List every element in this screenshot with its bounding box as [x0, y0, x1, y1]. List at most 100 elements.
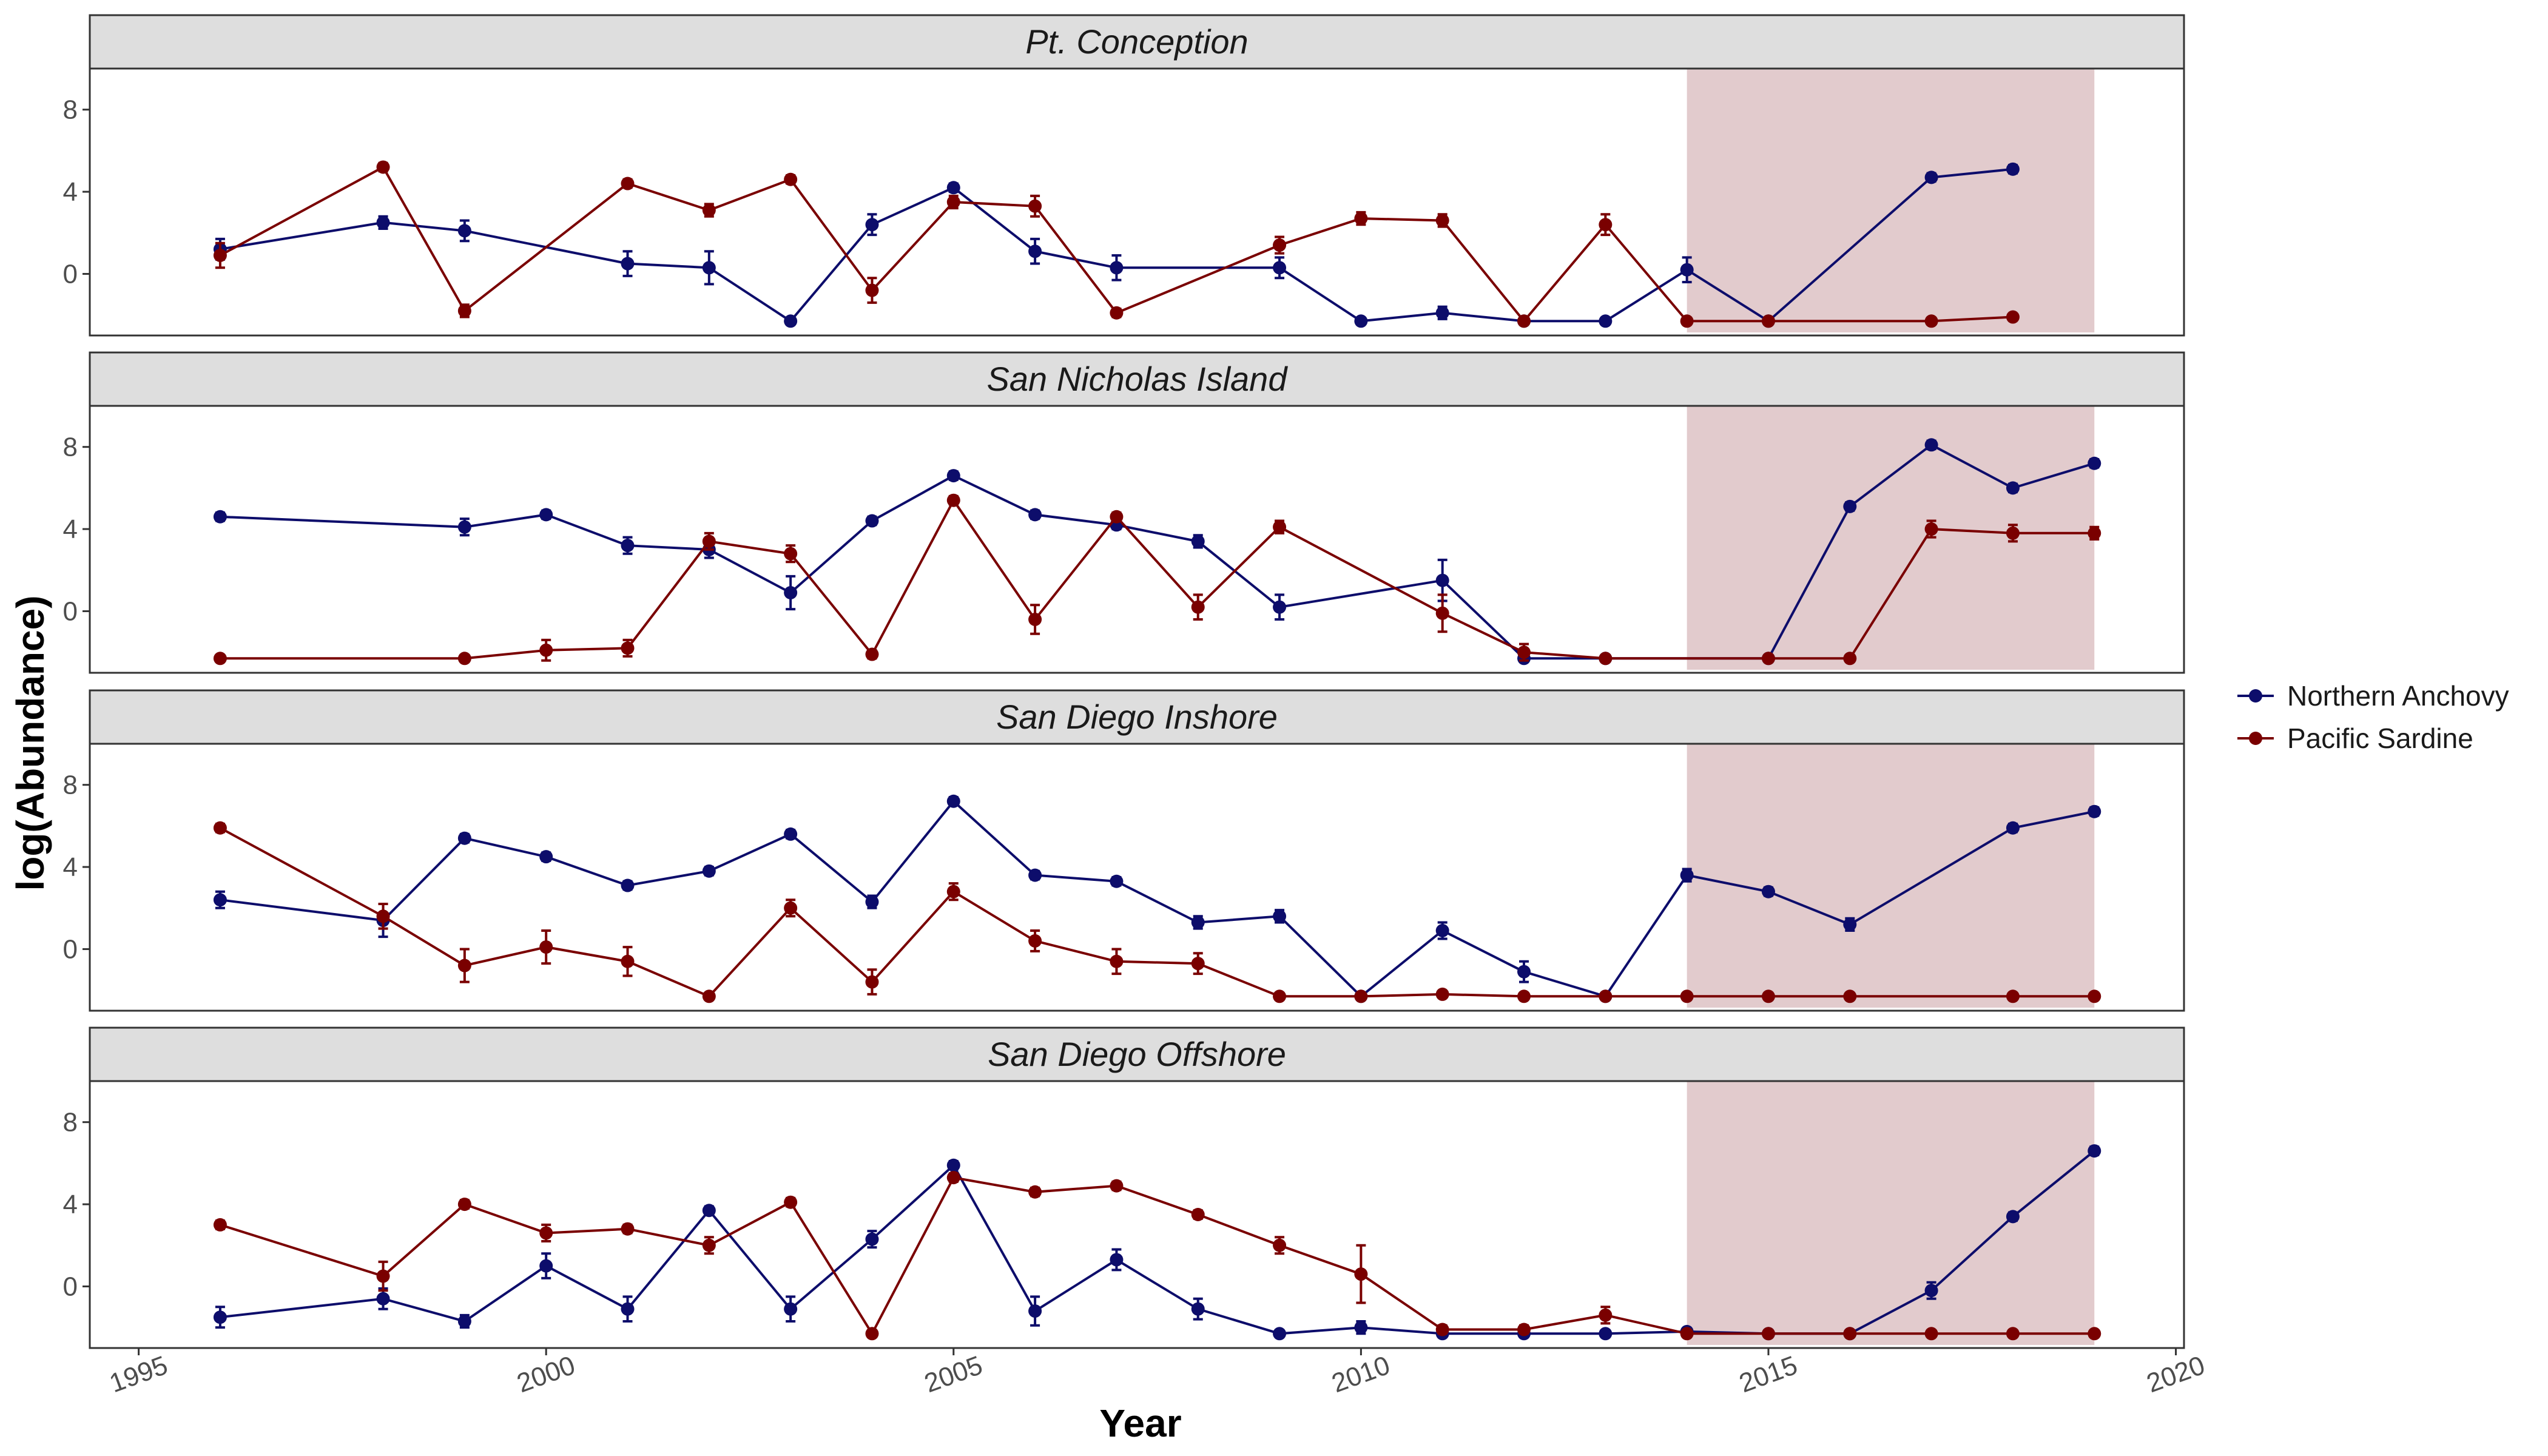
data-point	[865, 895, 879, 909]
data-point	[621, 1222, 635, 1236]
x-tick-label: 2020	[2143, 1350, 2209, 1399]
data-point	[1354, 989, 1368, 1003]
series-pacific-sardine	[213, 1171, 2101, 1341]
data-point	[784, 172, 798, 186]
x-tick-label: 2015	[1735, 1350, 1801, 1399]
data-point	[1191, 1208, 1205, 1221]
data-point	[621, 954, 635, 968]
data-point	[702, 261, 716, 275]
series-line	[220, 443, 2095, 660]
data-point	[946, 181, 960, 195]
data-point	[1761, 1327, 1775, 1341]
panel-title: San Diego Offshore	[988, 1035, 1286, 1073]
data-point	[1435, 306, 1449, 320]
data-point	[1028, 244, 1042, 258]
data-point	[865, 283, 879, 297]
x-tick-label: 2010	[1328, 1350, 1394, 1399]
data-point	[865, 1232, 879, 1246]
data-point	[1517, 1323, 1531, 1336]
data-point	[1028, 613, 1042, 626]
data-point	[1843, 917, 1857, 931]
data-point	[2088, 456, 2101, 470]
data-point	[1924, 314, 1938, 328]
panel-border	[89, 1080, 2185, 1349]
data-point	[1680, 314, 1694, 328]
data-point	[2088, 989, 2101, 1003]
data-point	[213, 821, 227, 835]
y-axis-title: log(Abundance)	[8, 595, 52, 891]
data-point	[1761, 652, 1775, 666]
data-point	[621, 878, 635, 892]
data-point	[376, 909, 390, 923]
data-point	[1273, 989, 1287, 1003]
data-point	[1843, 989, 1857, 1003]
data-point	[1191, 534, 1205, 548]
data-point	[213, 893, 227, 907]
data-point	[539, 940, 553, 954]
data-point	[1843, 499, 1857, 513]
data-point	[784, 586, 798, 599]
panel-border	[89, 743, 2185, 1012]
data-point	[946, 469, 960, 483]
data-point	[1435, 924, 1449, 937]
data-point	[2006, 481, 2020, 495]
data-point	[702, 1238, 716, 1252]
data-point	[865, 975, 879, 989]
legend: Northern Anchovy Pacific Sardine	[2237, 680, 2509, 754]
y-tick-label: 0	[63, 934, 78, 964]
data-point	[1435, 573, 1449, 587]
data-point	[1110, 1179, 1124, 1193]
data-point	[1191, 600, 1205, 614]
data-point	[1517, 989, 1531, 1003]
data-point	[1273, 520, 1287, 534]
data-point	[457, 652, 471, 666]
data-point	[946, 1171, 960, 1185]
data-point	[1354, 212, 1368, 226]
data-point	[865, 647, 879, 661]
data-point	[1517, 314, 1531, 328]
data-point	[213, 249, 227, 262]
y-tick-label: 4	[63, 852, 78, 882]
data-point	[2088, 1144, 2101, 1158]
panel-title: San Diego Inshore	[996, 698, 1278, 736]
data-point	[457, 520, 471, 534]
y-tick-label: 0	[63, 596, 78, 626]
data-point	[2006, 1327, 2020, 1341]
x-tick-label: 2005	[920, 1350, 986, 1399]
data-point	[702, 989, 716, 1003]
y-tick-label: 4	[63, 177, 78, 207]
panel-border	[89, 405, 2185, 674]
legend-item: Northern Anchovy	[2237, 680, 2509, 712]
data-point	[1599, 652, 1613, 666]
y-tick-label: 8	[63, 433, 78, 462]
data-point	[1517, 645, 1531, 659]
data-point	[621, 539, 635, 553]
series-line	[220, 497, 2095, 660]
data-point	[1028, 868, 1042, 882]
data-point	[1191, 957, 1205, 971]
panel-strip	[89, 1026, 2185, 1082]
data-point	[1517, 965, 1531, 979]
y-tick-label: 8	[63, 95, 78, 125]
data-point	[1680, 263, 1694, 277]
x-axis-title: Year	[1099, 1401, 1181, 1445]
data-point	[457, 224, 471, 238]
data-point	[784, 901, 798, 915]
data-point	[702, 203, 716, 217]
data-point	[1924, 438, 1938, 452]
data-point	[1028, 199, 1042, 213]
series-line	[219, 827, 2095, 998]
data-point	[1110, 1253, 1124, 1267]
data-point	[2006, 310, 2020, 324]
legend-label: Northern Anchovy	[2287, 680, 2509, 712]
shaded-region	[1687, 744, 2095, 1008]
y-tick-label: 0	[63, 1272, 78, 1301]
data-point	[621, 641, 635, 655]
data-point	[1599, 314, 1613, 328]
shaded-region	[1687, 69, 2095, 332]
data-point	[1028, 1304, 1042, 1318]
data-point	[376, 160, 390, 174]
data-point	[1273, 1238, 1287, 1252]
data-point	[784, 547, 798, 561]
